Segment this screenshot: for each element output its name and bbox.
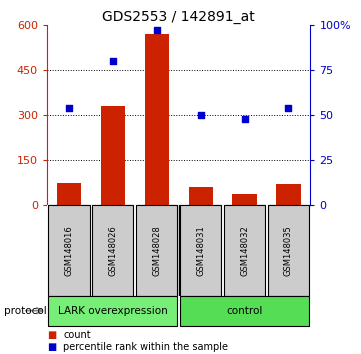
Bar [145,34,169,205]
Bar [136,205,177,296]
Text: GSM148032: GSM148032 [240,225,249,276]
Text: GSM148016: GSM148016 [64,225,73,276]
Title: GDS2553 / 142891_at: GDS2553 / 142891_at [102,10,255,24]
Point [198,112,204,118]
Point [154,27,160,33]
Text: count: count [63,330,91,339]
Point [110,58,116,64]
Bar [180,205,221,296]
Bar [101,106,125,205]
Bar [180,296,309,326]
Text: GSM148028: GSM148028 [152,225,161,276]
Text: GSM148035: GSM148035 [284,225,293,276]
Text: GSM148031: GSM148031 [196,225,205,276]
Bar [232,194,257,205]
Point [242,116,248,121]
Bar [92,205,134,296]
Bar [224,205,265,296]
Text: percentile rank within the sample: percentile rank within the sample [63,342,228,352]
Bar [57,183,81,205]
Text: LARK overexpression: LARK overexpression [58,306,168,316]
Bar [48,205,90,296]
Point [66,105,72,111]
Text: ■: ■ [47,342,56,352]
Point [286,105,291,111]
Text: protocol: protocol [4,306,46,316]
Text: GSM148026: GSM148026 [108,225,117,276]
Bar [277,184,301,205]
Text: ■: ■ [47,330,56,339]
Bar [48,296,177,326]
Text: control: control [226,306,263,316]
Bar [268,205,309,296]
Bar [188,187,213,205]
